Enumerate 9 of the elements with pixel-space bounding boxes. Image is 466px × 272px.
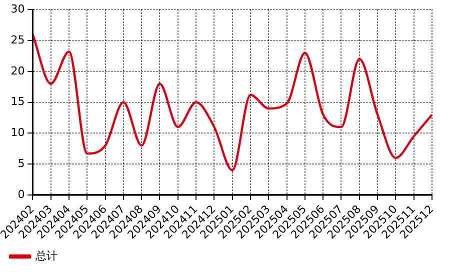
y-tick-label: 20 — [10, 64, 25, 78]
y-tick-label: 15 — [10, 95, 25, 108]
line-series — [32, 33, 434, 172]
y-tick-label: 25 — [10, 33, 25, 46]
y-tick-label: 5 — [18, 156, 25, 170]
legend-label: 总计 — [34, 249, 58, 262]
y-tick-label: 0 — [18, 188, 25, 201]
y-tick-label: 30 — [10, 2, 25, 16]
y-tick-label: 10 — [10, 126, 25, 140]
